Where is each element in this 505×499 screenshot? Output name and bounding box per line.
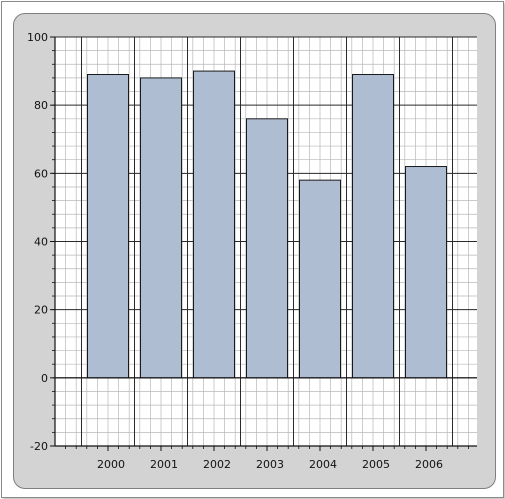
y-tick-label: 60 — [34, 167, 48, 180]
tick-labels: -20 0 20 40 60 80 100 2000 2001 2002 2003 2004 2005 2… — [27, 31, 443, 471]
y-tick-label: -20 — [30, 440, 48, 453]
y-tick-label: 0 — [41, 372, 48, 385]
x-tick-label-2000: 2000 — [97, 458, 125, 471]
bar-2006 — [405, 166, 447, 379]
axes — [50, 36, 477, 451]
bar-2002 — [193, 70, 235, 379]
x-tick-label-2002: 2002 — [203, 458, 231, 471]
bar-2000 — [87, 73, 129, 379]
x-tick-label-2004: 2004 — [309, 458, 337, 471]
y-tick-label: 100 — [27, 31, 48, 44]
y-tick-label: 40 — [34, 236, 48, 249]
y-tick-label: 80 — [34, 99, 48, 112]
bar-2003 — [246, 118, 288, 379]
bar-2005 — [352, 73, 394, 379]
y-tick-label: 20 — [34, 304, 48, 317]
x-tick-label-2003: 2003 — [256, 458, 284, 471]
x-tick-label-2001: 2001 — [150, 458, 178, 471]
x-tick-label-2006: 2006 — [415, 458, 443, 471]
x-tick-label-2005: 2005 — [362, 458, 390, 471]
bar-2001 — [140, 77, 182, 379]
bars — [87, 70, 447, 379]
bar-2004 — [299, 179, 341, 379]
